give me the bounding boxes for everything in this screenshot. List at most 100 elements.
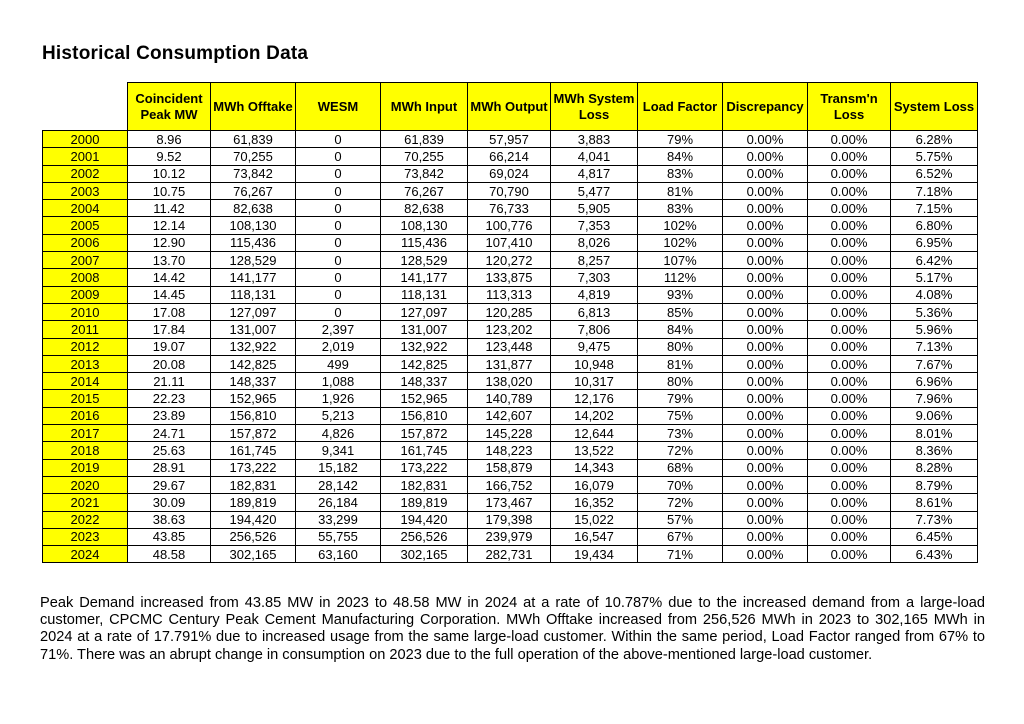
data-cell: 0.00% (807, 129, 891, 149)
data-cell: 12,176 (550, 389, 638, 408)
data-cell: 57,957 (467, 129, 551, 149)
data-cell: 2,397 (295, 320, 381, 339)
data-cell: 70,255 (380, 147, 468, 166)
year-cell: 2008 (42, 268, 128, 287)
data-cell: 182,831 (210, 475, 296, 495)
year-cell: 2024 (42, 545, 128, 564)
data-cell: 23.89 (127, 406, 211, 426)
data-cell: 8.36% (890, 441, 978, 460)
year-cell: 2002 (42, 164, 128, 183)
data-cell: 499 (295, 354, 381, 374)
data-cell: 0.00% (807, 164, 891, 183)
data-cell: 6.95% (890, 233, 978, 253)
data-cell: 72% (637, 493, 723, 512)
data-cell: 5.96% (890, 320, 978, 339)
data-cell: 17.84 (127, 320, 211, 339)
data-cell: 148,337 (380, 372, 468, 391)
data-cell: 76,267 (210, 181, 296, 201)
column-header: Discrepancy (722, 82, 808, 131)
data-cell: 0.00% (722, 320, 808, 339)
data-cell: 67% (637, 527, 723, 547)
data-cell: 11.42 (127, 199, 211, 218)
data-cell: 0.00% (722, 545, 808, 564)
data-cell: 5,905 (550, 199, 638, 218)
year-cell: 2023 (42, 527, 128, 547)
data-cell: 0.00% (722, 233, 808, 253)
data-cell: 161,745 (210, 441, 296, 460)
table-row: 2000 8.96 61,839 0 61,839 57,957 3,883 79% 0.00%… (42, 129, 978, 149)
data-cell: 107% (637, 251, 723, 270)
data-cell: 0.00% (722, 493, 808, 512)
data-cell: 13,522 (550, 441, 638, 460)
data-cell: 73,842 (380, 164, 468, 183)
column-header: MWh Offtake (210, 82, 296, 131)
data-cell: 0 (295, 216, 381, 235)
data-cell: 173,222 (210, 458, 296, 477)
data-cell: 148,337 (210, 372, 296, 391)
data-cell: 38.63 (127, 510, 211, 529)
data-cell: 189,819 (210, 493, 296, 512)
data-cell: 7.73% (890, 510, 978, 529)
data-cell: 75% (637, 406, 723, 426)
data-cell: 0.00% (807, 458, 891, 477)
data-cell: 0.00% (722, 527, 808, 547)
data-cell: 112% (637, 268, 723, 287)
data-cell: 115,436 (210, 233, 296, 253)
data-cell: 0.00% (807, 147, 891, 166)
data-cell: 30.09 (127, 493, 211, 512)
data-cell: 0.00% (722, 372, 808, 391)
data-cell: 0.00% (722, 164, 808, 183)
data-cell: 128,529 (380, 251, 468, 270)
data-cell: 80% (637, 337, 723, 356)
data-cell: 0.00% (722, 389, 808, 408)
data-cell: 16,079 (550, 475, 638, 495)
table-row: 2011 17.84 131,007 2,397 131,007 123,202 7,806… (42, 320, 978, 339)
data-cell: 0 (295, 285, 381, 304)
data-cell: 166,752 (467, 475, 551, 495)
year-cell: 2019 (42, 458, 128, 477)
data-cell: 8.01% (890, 424, 978, 443)
data-cell: 5.36% (890, 302, 978, 322)
data-cell: 179,398 (467, 510, 551, 529)
data-cell: 25.63 (127, 441, 211, 460)
data-cell: 142,607 (467, 406, 551, 426)
data-cell: 142,825 (380, 354, 468, 374)
data-cell: 123,202 (467, 320, 551, 339)
data-cell: 0 (295, 129, 381, 149)
table-body: 2000 8.96 61,839 0 61,839 57,957 3,883 79% 0.00%… (42, 129, 978, 564)
data-cell: 16,547 (550, 527, 638, 547)
data-cell: 0.00% (807, 475, 891, 495)
table-row: 2010 17.08 127,097 0 127,097 120,285 6,813 85% 0… (42, 302, 978, 322)
year-cell: 2006 (42, 233, 128, 253)
data-cell: 0.00% (722, 129, 808, 149)
data-cell: 123,448 (467, 337, 551, 356)
data-cell: 0 (295, 199, 381, 218)
column-header: MWh System Loss (550, 82, 638, 131)
data-cell: 0 (295, 164, 381, 183)
data-cell: 156,810 (380, 406, 468, 426)
data-cell: 66,214 (467, 147, 551, 166)
data-cell: 0.00% (722, 268, 808, 287)
data-cell: 0.00% (807, 424, 891, 443)
data-cell: 8.61% (890, 493, 978, 512)
year-cell: 2011 (42, 320, 128, 339)
column-header: WESM (295, 82, 381, 131)
data-cell: 61,839 (380, 129, 468, 149)
data-cell: 61,839 (210, 129, 296, 149)
data-cell: 152,965 (380, 389, 468, 408)
data-cell: 132,922 (210, 337, 296, 356)
data-cell: 20.08 (127, 354, 211, 374)
data-cell: 127,097 (210, 302, 296, 322)
data-cell: 8,257 (550, 251, 638, 270)
data-cell: 141,177 (210, 268, 296, 287)
table-row: 2024 48.58 302,165 63,160 302,165 282,731 19,4… (42, 545, 978, 564)
table-row: 2006 12.90 115,436 0 115,436 107,410 8,026 102%… (42, 233, 978, 253)
column-header: System Loss (890, 82, 978, 131)
data-cell: 7.18% (890, 181, 978, 201)
year-cell: 2003 (42, 181, 128, 201)
data-cell: 4,819 (550, 285, 638, 304)
data-cell: 120,285 (467, 302, 551, 322)
data-cell: 0.00% (807, 337, 891, 356)
data-cell: 4,826 (295, 424, 381, 443)
data-cell: 69,024 (467, 164, 551, 183)
